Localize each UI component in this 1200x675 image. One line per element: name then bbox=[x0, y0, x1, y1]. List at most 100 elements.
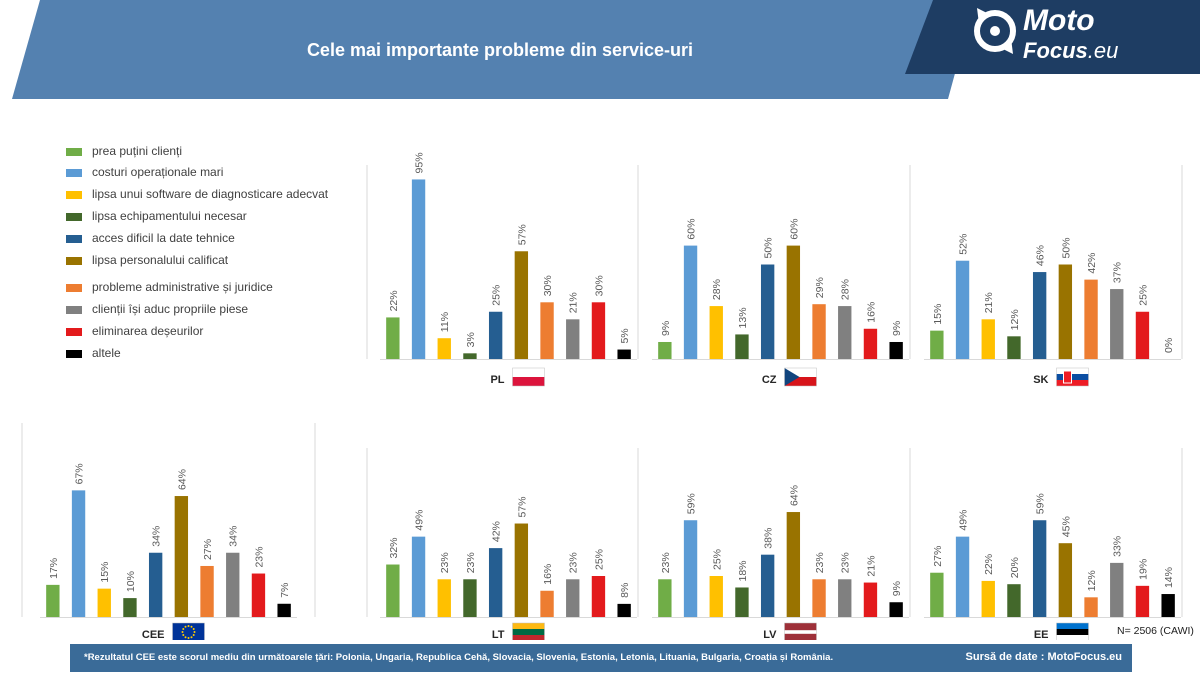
data-label: 14% bbox=[1163, 567, 1175, 588]
data-label: 7% bbox=[279, 583, 291, 598]
flag-stripe bbox=[784, 630, 817, 634]
legend-label: lipsa personalului calificat bbox=[92, 253, 229, 267]
data-label: 33% bbox=[1112, 536, 1124, 557]
legend-label: probleme administrative și juridice bbox=[92, 280, 273, 294]
chart-bar bbox=[812, 304, 826, 359]
chart-bar bbox=[1032, 272, 1047, 359]
flag-star bbox=[193, 631, 196, 633]
data-label: 95% bbox=[414, 152, 426, 173]
chart-cee: 17% 67% 15% 10% 34% 64% 27% 34% 23% 7% CEE bbox=[40, 463, 297, 640]
chart-bar bbox=[683, 520, 698, 617]
flag-stripe bbox=[1056, 623, 1089, 629]
chart-bar bbox=[514, 251, 529, 359]
slovakia-flag bbox=[1056, 367, 1089, 387]
data-label: 49% bbox=[414, 510, 426, 531]
chart-bar bbox=[863, 328, 878, 359]
logo-text-focus: Focus.eu bbox=[1023, 38, 1118, 63]
data-label: 25% bbox=[491, 285, 503, 306]
data-label: 19% bbox=[1137, 559, 1149, 580]
flag-star bbox=[192, 628, 195, 630]
data-label: 23% bbox=[568, 552, 580, 573]
flag-star bbox=[182, 628, 185, 630]
flag-border bbox=[512, 622, 545, 640]
chart-bar bbox=[1007, 584, 1021, 617]
data-label: 15% bbox=[932, 304, 944, 325]
chart-bar bbox=[1161, 594, 1175, 617]
chart-bar bbox=[735, 334, 749, 359]
chart-bar bbox=[514, 523, 529, 617]
chart-bar bbox=[566, 579, 580, 617]
chart-lt: 32% 49% 23% 23% 42% 57% 16% 23% 25% 8% LT bbox=[380, 497, 637, 640]
chart-bar bbox=[1135, 311, 1150, 359]
chart-title: EE bbox=[1034, 629, 1049, 640]
legend-swatch bbox=[66, 306, 82, 314]
flag-border bbox=[1056, 367, 1089, 387]
chart-bar bbox=[566, 319, 580, 359]
data-label: 57% bbox=[516, 497, 528, 518]
flag-border bbox=[784, 622, 817, 640]
motofocus-logo[interactable]: Moto Focus.eu bbox=[905, 0, 1200, 74]
data-label: 27% bbox=[202, 539, 214, 560]
flag-star bbox=[187, 625, 190, 627]
flag-stripe bbox=[512, 377, 545, 386]
legend-swatch bbox=[66, 235, 82, 243]
chart-bar bbox=[277, 603, 291, 617]
flag-border bbox=[172, 622, 205, 640]
sample-size-note: N= 2506 (CAWI) bbox=[1117, 625, 1194, 637]
chart-bar bbox=[786, 245, 801, 359]
data-label: 25% bbox=[593, 549, 605, 570]
data-label: 8% bbox=[619, 583, 631, 598]
flag-stripe bbox=[512, 629, 545, 635]
data-label: 3% bbox=[465, 332, 477, 347]
data-label: 23% bbox=[660, 552, 672, 573]
chart-bar bbox=[889, 341, 903, 359]
legend-label: acces dificil la date tehnice bbox=[92, 231, 235, 245]
data-label: 17% bbox=[48, 558, 60, 579]
data-label: 23% bbox=[253, 547, 265, 568]
data-label: 12% bbox=[1086, 570, 1098, 591]
data-label: 9% bbox=[891, 581, 903, 596]
flag-star bbox=[192, 634, 195, 636]
legend-swatch bbox=[66, 191, 82, 199]
flag-stripe bbox=[1056, 629, 1089, 635]
logo-refresh-icon bbox=[974, 8, 1016, 54]
flag-stripe bbox=[512, 368, 545, 377]
chart-bar bbox=[463, 579, 477, 617]
data-label: 27% bbox=[932, 546, 944, 567]
data-label: 34% bbox=[151, 526, 163, 547]
chart-title: LT bbox=[492, 629, 505, 640]
data-label: 28% bbox=[711, 279, 723, 300]
flag-border bbox=[784, 367, 817, 387]
chart-bar bbox=[1032, 520, 1047, 617]
legend-label: eliminarea deșeurilor bbox=[92, 324, 204, 338]
data-label: 10% bbox=[125, 571, 137, 592]
data-source: Sursă de date : MotoFocus.eu bbox=[965, 651, 1122, 663]
flag-star bbox=[184, 636, 187, 639]
chart-bar bbox=[760, 264, 775, 359]
chart-bar bbox=[97, 588, 111, 617]
lithuania-flag bbox=[512, 622, 545, 640]
legend-swatch bbox=[66, 284, 82, 292]
chart-bar bbox=[709, 306, 723, 359]
data-label: 64% bbox=[176, 469, 188, 490]
legend-label: prea puțini clienți bbox=[92, 144, 183, 158]
data-label: 30% bbox=[593, 275, 605, 296]
chart-bar bbox=[955, 536, 970, 617]
chart-bar bbox=[174, 496, 189, 617]
chart-bar bbox=[200, 565, 214, 617]
chart-bar bbox=[411, 179, 426, 359]
data-label: 45% bbox=[1060, 516, 1072, 537]
chart-bar bbox=[709, 576, 723, 617]
flag-stripe bbox=[1056, 368, 1089, 374]
data-label: 13% bbox=[737, 307, 749, 328]
data-label: 11% bbox=[439, 312, 451, 332]
data-label: 12% bbox=[1009, 309, 1021, 330]
header-band bbox=[12, 0, 975, 99]
flag-star bbox=[190, 636, 193, 639]
flag-emblem bbox=[1063, 370, 1072, 384]
flag-stripe bbox=[1056, 374, 1089, 380]
data-label: 16% bbox=[865, 302, 877, 323]
legend-label: costuri operaționale mari bbox=[92, 165, 224, 179]
data-label: 30% bbox=[542, 275, 554, 296]
data-label: 9% bbox=[660, 321, 672, 336]
